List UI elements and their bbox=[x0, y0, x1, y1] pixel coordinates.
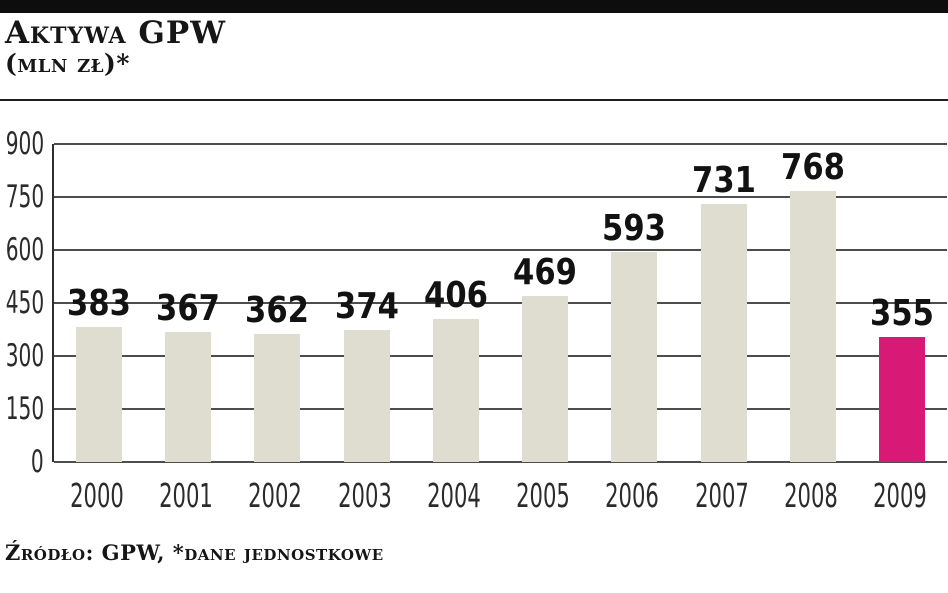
y-axis-label: 750 bbox=[5, 179, 44, 215]
x-axis-label: 2008 bbox=[784, 476, 838, 515]
bar-value-label: 593 bbox=[602, 208, 667, 250]
title-separator bbox=[0, 99, 948, 101]
x-axis-label: 2002 bbox=[248, 476, 303, 515]
bar bbox=[432, 318, 479, 462]
bar-value-label: 406 bbox=[423, 274, 488, 316]
bar-slot: 383 bbox=[54, 144, 143, 462]
bar bbox=[343, 329, 390, 462]
bar bbox=[700, 203, 747, 462]
bar-slot: 731 bbox=[679, 144, 768, 462]
x-axis-label: 2009 bbox=[873, 476, 928, 515]
bar-value-label: 731 bbox=[691, 159, 756, 201]
gridline bbox=[54, 196, 947, 198]
y-axis-label: 600 bbox=[5, 232, 44, 269]
x-axis: 2000 2001 2002 2003 2004 2005 2006 2007 2008 2009 bbox=[52, 479, 945, 512]
bar-slot: 593 bbox=[590, 144, 679, 462]
bar bbox=[611, 252, 658, 462]
y-axis-label: 300 bbox=[5, 338, 44, 375]
source-note: Źródło: GPW, *dane jednostkowe bbox=[5, 540, 384, 565]
bar-value-label: 768 bbox=[781, 146, 845, 188]
x-axis-label: 2001 bbox=[159, 476, 213, 515]
gridline bbox=[54, 355, 947, 358]
bar-value-label: 355 bbox=[870, 292, 935, 334]
bar-slot: 768 bbox=[768, 144, 857, 462]
x-axis-label: 2007 bbox=[694, 476, 749, 515]
x-axis-label: 2006 bbox=[605, 476, 660, 515]
bar-value-label: 469 bbox=[513, 252, 578, 294]
gridline bbox=[54, 461, 947, 463]
y-axis-label: 150 bbox=[5, 391, 44, 428]
plot-area: 383 367 362 374 406 469 593 731 768 355 bbox=[52, 143, 947, 463]
gridline bbox=[54, 143, 947, 145]
bar-slot: 406 bbox=[411, 144, 500, 462]
bar bbox=[790, 190, 837, 462]
y-axis-label: 450 bbox=[5, 285, 44, 321]
bar-value-label: 374 bbox=[334, 285, 399, 327]
title-block: Aktywa GPW (mln zł)* bbox=[5, 17, 226, 78]
y-axis: 900 750 600 450 300 150 0 bbox=[0, 128, 44, 478]
gridline bbox=[54, 408, 947, 411]
y-axis-label: 900 bbox=[5, 126, 44, 162]
bar bbox=[254, 334, 301, 462]
bar-slot: 367 bbox=[143, 144, 232, 462]
bar-slot: 374 bbox=[322, 144, 411, 462]
bar bbox=[75, 326, 122, 462]
page-subtitle: (mln zł)* bbox=[5, 48, 130, 78]
x-axis-label: 2004 bbox=[426, 476, 481, 515]
top-black-bar bbox=[0, 0, 948, 13]
bar bbox=[164, 332, 211, 462]
page-title: Aktywa GPW bbox=[5, 15, 227, 51]
bar-slot: 355 bbox=[858, 144, 947, 462]
bar-slot: 469 bbox=[500, 144, 589, 462]
y-axis-label: 0 bbox=[31, 444, 44, 480]
bar-slot: 362 bbox=[233, 144, 322, 462]
bar-value-label: 362 bbox=[245, 290, 310, 332]
bar-value-label: 383 bbox=[66, 282, 131, 324]
gridline bbox=[54, 302, 947, 304]
bar-highlight bbox=[879, 336, 926, 462]
x-axis-label: 2003 bbox=[337, 476, 392, 515]
gridline bbox=[54, 249, 947, 252]
bar-value-label: 367 bbox=[155, 288, 220, 330]
x-axis-label: 2000 bbox=[69, 476, 124, 515]
bar bbox=[522, 296, 569, 462]
x-axis-label: 2005 bbox=[516, 476, 571, 515]
